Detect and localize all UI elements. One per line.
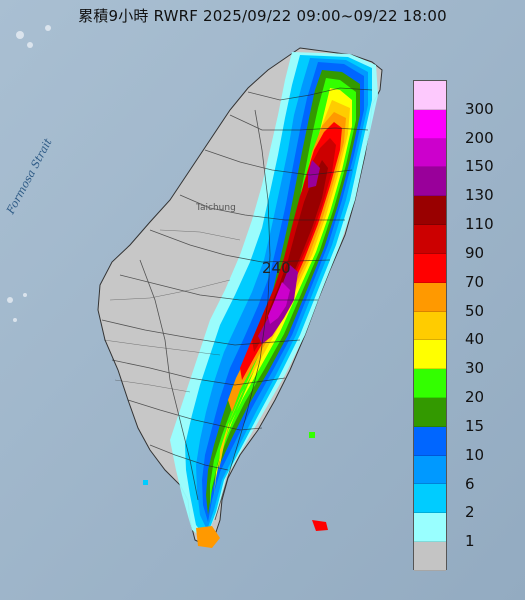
legend-swatch [414, 369, 446, 398]
legend-label: 200 [465, 128, 494, 147]
rain-zone-island [312, 520, 328, 531]
legend-swatch [414, 542, 446, 571]
legend-label: 2 [465, 503, 475, 522]
legend-swatch [414, 397, 446, 427]
legend-label: 70 [465, 272, 485, 291]
peak-rainfall-label: 240 [262, 259, 291, 277]
legend-label: 6 [465, 474, 475, 493]
rain-cell-offshore [143, 480, 148, 485]
rain-zone-south-tip [196, 526, 220, 548]
legend-label: 10 [465, 445, 485, 464]
legend-swatch [414, 109, 446, 139]
legend-swatch [414, 167, 446, 197]
legend-swatch [414, 253, 446, 283]
legend-swatch [414, 282, 446, 312]
legend-label: 30 [465, 359, 485, 378]
legend-label: 20 [465, 388, 485, 407]
legend-swatch [414, 225, 446, 254]
rivers [103, 229, 241, 393]
legend-swatch [414, 138, 446, 168]
legend-label: 90 [465, 243, 485, 262]
legend-label: 130 [465, 186, 494, 205]
rain-zone-150mm [268, 282, 290, 324]
legend-label: 15 [465, 416, 485, 435]
legend-label: 40 [465, 330, 485, 349]
legend-swatch [414, 426, 446, 456]
legend-swatch [414, 484, 446, 514]
legend-label: 1 [465, 532, 475, 551]
city-label-taichung: Taichung [196, 203, 236, 213]
county-boundaries [101, 87, 373, 521]
color-legend [413, 80, 447, 571]
legend-label: 150 [465, 157, 494, 176]
legend-swatch [414, 340, 446, 370]
legend-swatch [414, 311, 446, 341]
legend-swatch [414, 196, 446, 226]
offshore-specks [7, 25, 51, 322]
legend-swatch [414, 455, 446, 485]
map-title: 累積9小時 RWRF 2025/09/22 09:00~09/22 18:00 [78, 7, 447, 25]
legend-label: 300 [465, 99, 494, 118]
legend-swatch [414, 81, 446, 110]
rain-cell-green-islet [309, 432, 315, 438]
legend-label: 50 [465, 301, 485, 320]
legend-swatch [414, 513, 446, 542]
legend-label: 110 [465, 215, 494, 234]
